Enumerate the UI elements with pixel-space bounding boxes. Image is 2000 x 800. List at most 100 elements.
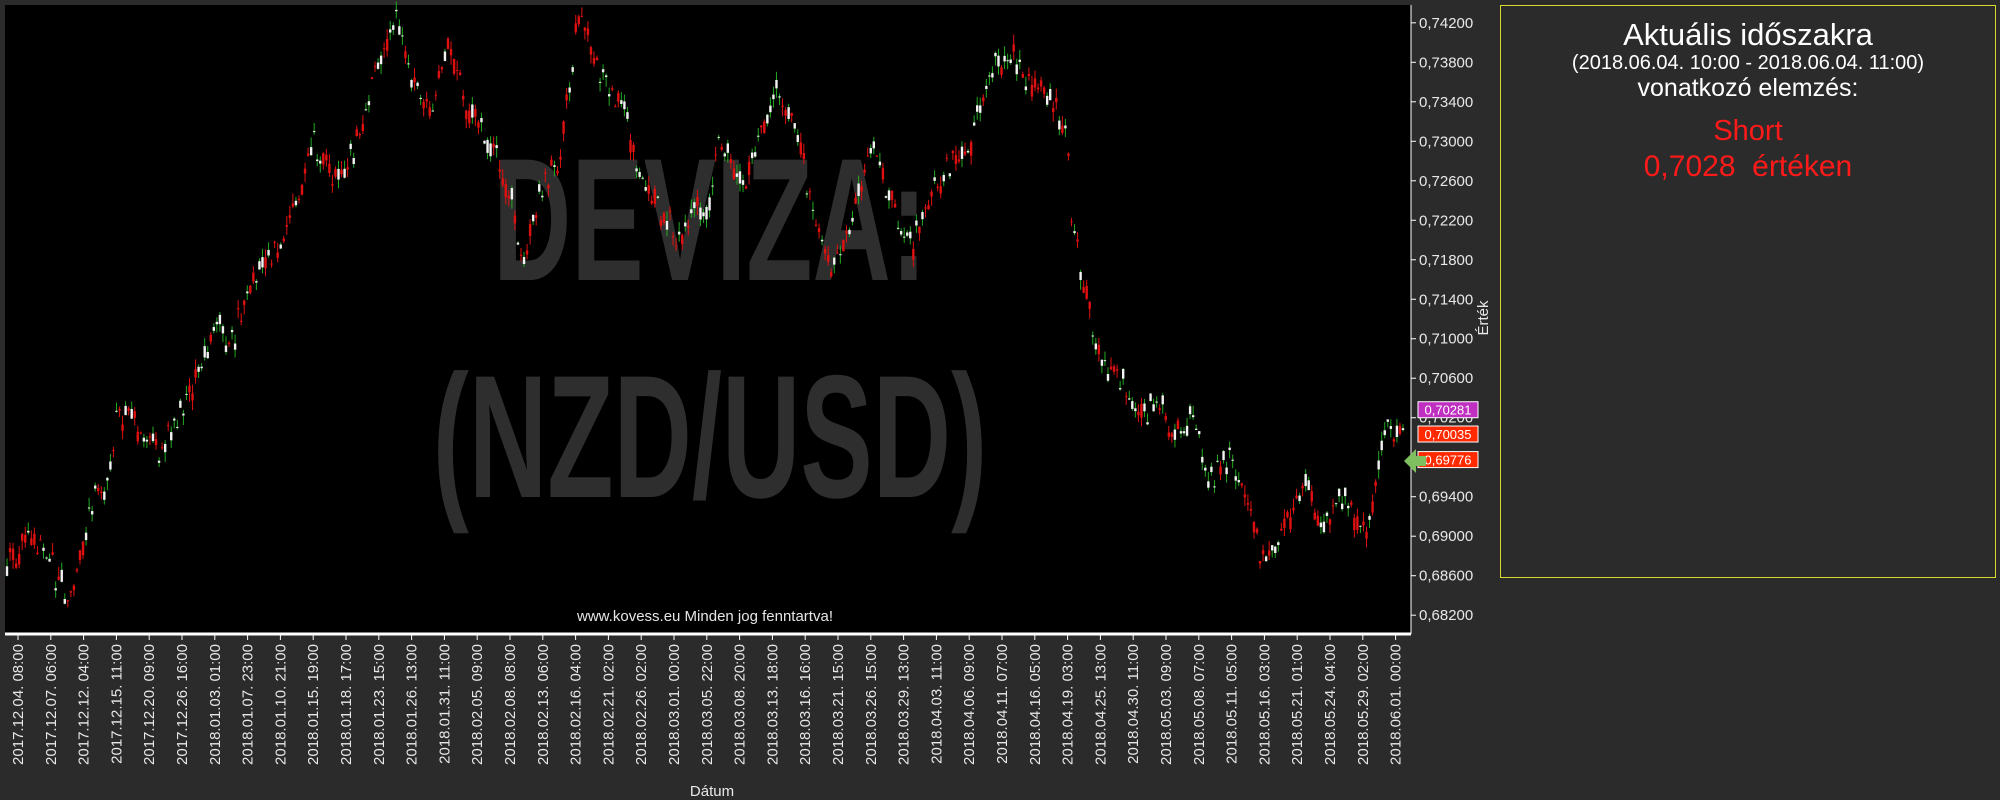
candle <box>103 487 106 505</box>
candle <box>830 268 833 279</box>
candle <box>252 266 255 285</box>
candle <box>376 58 380 70</box>
candle <box>446 37 450 50</box>
candle <box>1140 397 1143 427</box>
candle <box>1073 224 1076 236</box>
candle <box>17 545 21 569</box>
y-tick-label: 0,71400 <box>1419 291 1473 308</box>
plot-area <box>5 5 1411 634</box>
candle <box>1009 54 1012 65</box>
candle <box>942 171 945 187</box>
candle <box>1033 70 1037 92</box>
candle <box>200 363 203 372</box>
y-tick-label: 0,68600 <box>1419 568 1473 585</box>
candle <box>887 187 891 209</box>
x-tick-label: 2018.02.16. 04:00 <box>568 644 585 765</box>
candle <box>857 175 860 205</box>
candle <box>541 190 544 202</box>
candle <box>1149 393 1152 402</box>
candle <box>1125 392 1128 405</box>
candle <box>151 426 155 444</box>
x-tick-label: 2018.04.25. 13:00 <box>1092 644 1109 765</box>
candle <box>1064 119 1067 137</box>
candle <box>1243 485 1247 507</box>
x-tick-label: 2017.12.26. 16:00 <box>174 644 191 765</box>
candle <box>428 100 431 120</box>
candle <box>480 112 483 132</box>
candle <box>285 215 289 235</box>
candle <box>674 237 678 252</box>
candle <box>1109 357 1113 370</box>
candle <box>264 249 267 277</box>
candle <box>343 160 346 179</box>
candle <box>1198 431 1201 439</box>
candle <box>544 168 547 183</box>
candle <box>1137 404 1140 423</box>
price-marker: 0,70281 <box>1417 401 1479 419</box>
candle <box>729 154 733 169</box>
candle <box>1374 479 1377 494</box>
candle <box>66 599 70 608</box>
candle <box>449 41 453 65</box>
candle <box>1313 508 1316 521</box>
candle <box>522 252 526 267</box>
candle <box>763 119 766 134</box>
candle <box>1328 518 1332 533</box>
candle <box>726 139 730 163</box>
candle <box>918 226 921 241</box>
candle <box>802 143 806 165</box>
candle <box>48 553 51 562</box>
candle <box>303 162 307 183</box>
candle <box>455 60 459 81</box>
candle <box>988 71 991 86</box>
candle <box>258 258 261 270</box>
candle <box>757 128 760 142</box>
candle <box>659 215 663 231</box>
candle <box>684 214 687 232</box>
candle <box>1018 49 1021 70</box>
candle <box>1237 472 1240 487</box>
candle <box>912 241 915 267</box>
candle <box>1155 396 1158 408</box>
candle <box>979 97 982 122</box>
candle <box>361 114 365 134</box>
candle <box>173 416 176 429</box>
price-marker-label: 0,70035 <box>1425 427 1472 442</box>
x-tick-label: 2017.12.12. 04:00 <box>76 644 93 765</box>
candle <box>1164 412 1167 423</box>
candle <box>1283 509 1286 537</box>
panel-signal: Short <box>1713 115 1783 147</box>
candle <box>483 140 486 145</box>
x-tick-label: 2018.04.06. 09:00 <box>961 644 978 765</box>
candle <box>556 166 559 176</box>
candle <box>90 505 94 522</box>
candle <box>1070 217 1073 227</box>
candle <box>471 97 474 124</box>
candle <box>644 180 647 192</box>
candle <box>1359 525 1362 534</box>
candle <box>577 14 580 27</box>
candle <box>21 533 24 550</box>
analysis-panel: Aktuális időszakra (2018.06.04. 10:00 - … <box>1500 5 1996 578</box>
panel-time-range: (2018.06.04. 10:00 - 2018.06.04. 11:00) <box>1571 52 1925 74</box>
candle <box>826 245 830 266</box>
candle <box>1058 115 1061 136</box>
candle <box>820 235 824 246</box>
candle <box>775 71 778 98</box>
x-tick-label: 2018.04.19. 03:00 <box>1060 644 1077 765</box>
candle <box>1398 422 1402 436</box>
candle <box>927 199 930 210</box>
candle <box>1134 402 1137 418</box>
candle <box>8 542 12 561</box>
candle <box>538 180 541 195</box>
candle <box>732 160 736 180</box>
candle <box>358 132 362 139</box>
candle <box>121 415 124 440</box>
x-tick-label: 2018.04.16. 05:00 <box>1027 644 1044 765</box>
candle <box>316 154 319 167</box>
candle <box>647 176 650 202</box>
candle <box>1048 83 1052 101</box>
candle <box>185 385 188 400</box>
candle <box>1039 76 1043 92</box>
candle <box>635 165 638 179</box>
